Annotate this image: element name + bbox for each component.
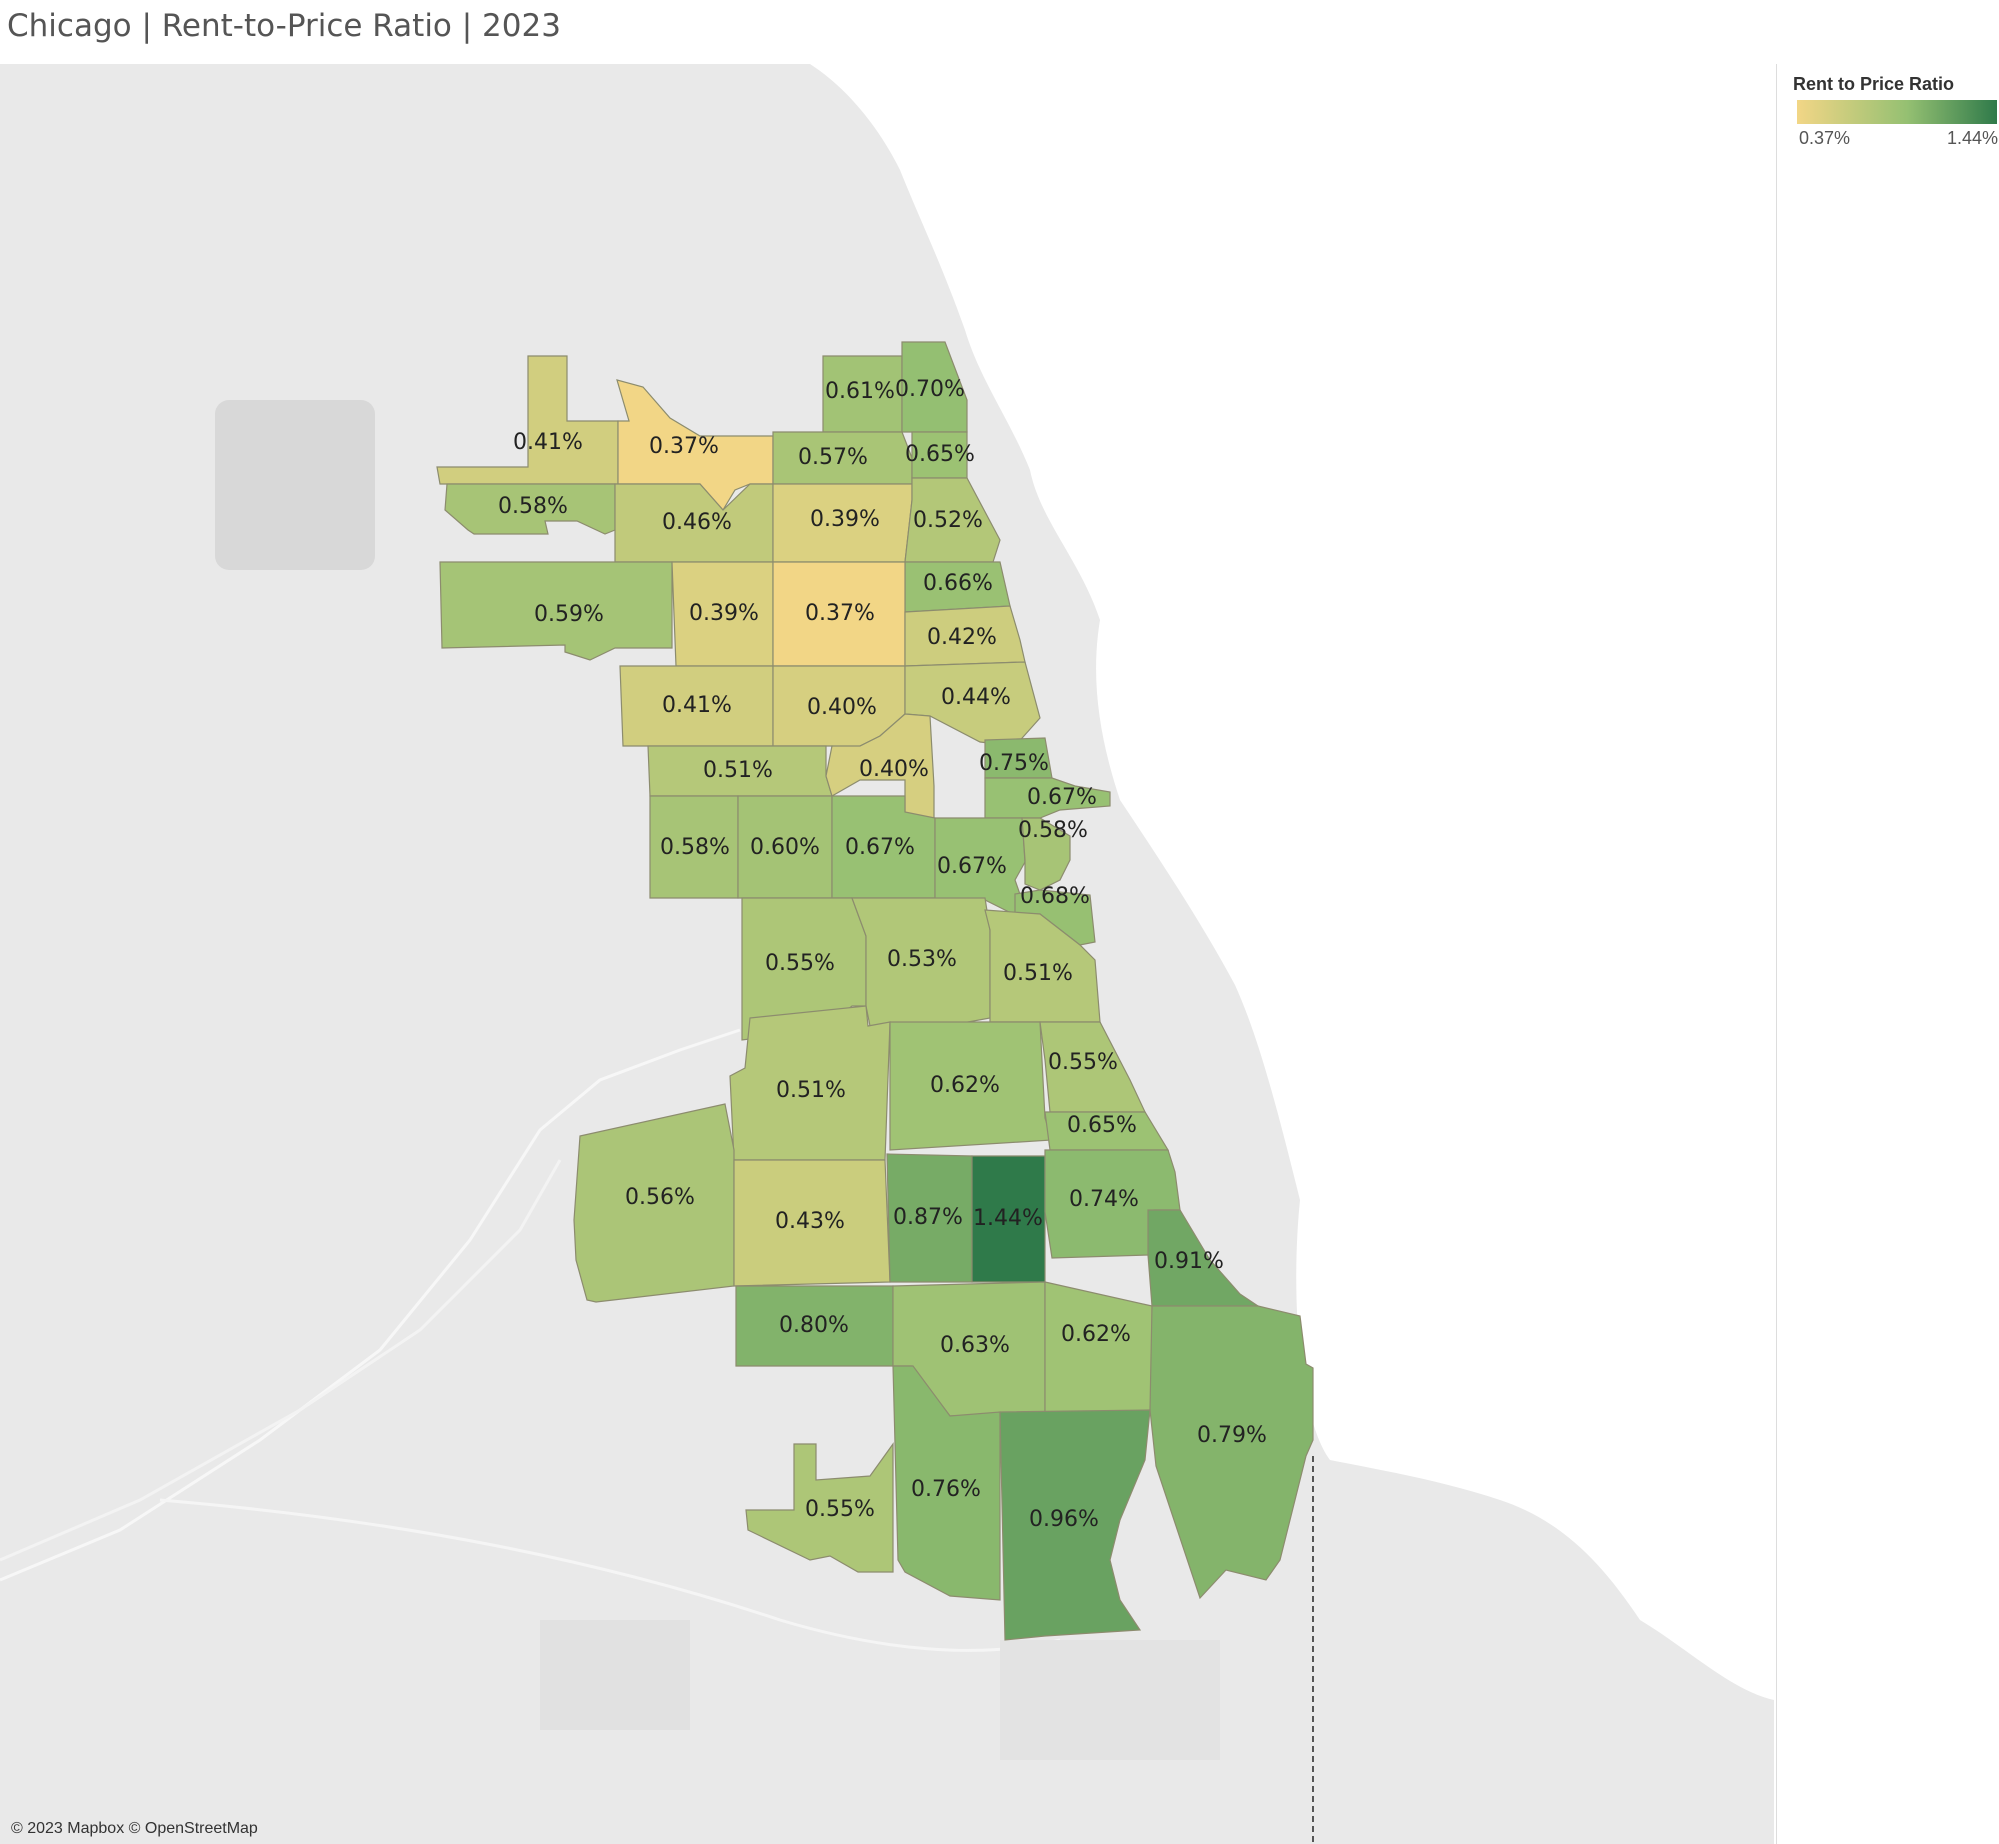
region-polygon[interactable] [772,561,906,667]
region-polygon[interactable] [1149,1305,1314,1600]
region-polygon[interactable] [971,1155,1046,1283]
region-polygon[interactable] [904,477,1001,563]
region-polygon[interactable] [1021,817,1071,891]
region-polygon[interactable] [737,795,833,899]
legend-min-label: 0.37% [1799,128,1851,148]
region-polygon[interactable] [439,561,673,661]
basemap [0,64,1774,1844]
expressway-line [0,1028,741,1582]
region-polygon[interactable] [671,561,774,667]
road-line [0,1159,562,1562]
region-polygon[interactable] [616,379,774,512]
region-polygon[interactable] [904,561,1011,613]
legend-panel: Rent to Price Ratio 0.37% 1.44% [1776,64,1999,1844]
choropleth-map[interactable]: 0.61% 0.70%0.41% 0.37% 0.57% 0.65%0.58%0.46%… [0,64,1774,1844]
region-polygon[interactable] [984,737,1053,779]
region-polygon[interactable] [619,665,774,747]
map-canvas[interactable]: 0.61% 0.70% 0.41% 0.37% 0.57% 0.65% 0.58% 0.46%… [0,64,1774,1844]
region-polygon[interactable] [1044,1111,1170,1151]
region-polygon[interactable] [889,1021,1053,1151]
regions-layer[interactable] [436,341,1314,1641]
region-polygon[interactable] [772,483,913,563]
region-polygon[interactable] [904,605,1026,667]
region-polygon[interactable] [772,431,913,485]
region-polygon[interactable] [647,745,833,797]
region-polygon[interactable] [892,1365,1001,1601]
map-title: Chicago | Rent-to-Price Ratio | 2023 [7,8,561,44]
region-polygon[interactable] [733,1159,891,1287]
region-polygon[interactable] [436,355,619,485]
region-polygon[interactable] [1147,1209,1260,1307]
region-polygon[interactable] [984,909,1101,1023]
region-polygon[interactable] [911,431,968,479]
region-polygon[interactable] [851,897,991,1029]
region-polygon[interactable] [1039,1021,1146,1113]
land-patch [1000,1640,1220,1760]
region-polygon[interactable] [901,341,968,433]
region-polygon[interactable] [444,483,616,535]
airport-area [215,400,375,570]
region-polygon[interactable] [999,1409,1151,1641]
land-patch [540,1620,690,1730]
region-polygon[interactable] [649,795,739,899]
region-polygon[interactable] [614,483,774,563]
road-line [159,1498,1061,1652]
legend-title: Rent to Price Ratio [1793,74,1955,94]
legend-max-label: 1.44% [1946,128,1998,148]
region-polygon[interactable] [573,1103,735,1303]
region-polygon[interactable] [822,355,903,433]
map-attribution[interactable]: © 2023 Mapbox © OpenStreetMap [11,1820,258,1837]
region-polygon[interactable] [886,1153,973,1283]
region-polygon[interactable] [984,777,1111,819]
lake-michigan [810,64,1774,1700]
region-polygon[interactable] [1044,1281,1153,1413]
region-polygon[interactable] [735,1285,894,1367]
legend-color-ramp [1797,100,1997,124]
region-polygon[interactable] [745,1442,894,1573]
region-polygon[interactable] [729,1005,891,1161]
